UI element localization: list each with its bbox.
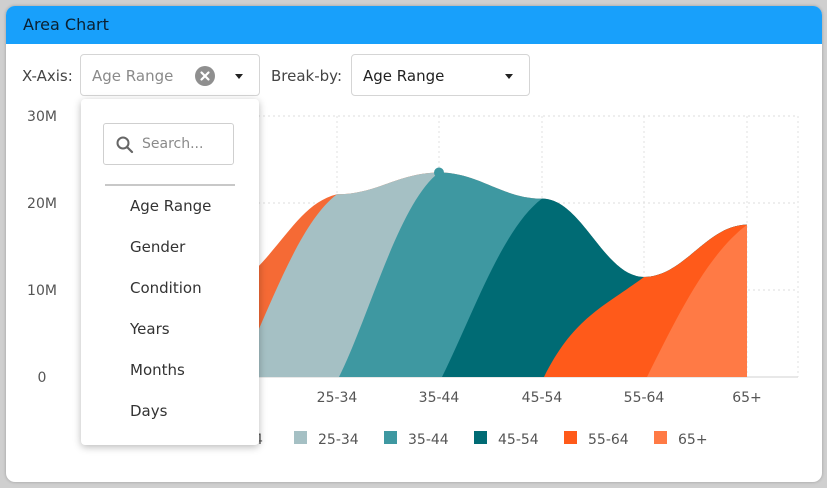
- breakby-select[interactable]: Age Range: [351, 54, 530, 96]
- xaxis-label: X-Axis:: [22, 67, 73, 85]
- clear-circle-icon[interactable]: [195, 66, 215, 86]
- data-point-35-44: [434, 167, 444, 178]
- breakby-label: Break-by:: [271, 67, 343, 85]
- legend-swatch: [564, 431, 577, 444]
- x-tick-label: 65+: [732, 390, 762, 406]
- legend-label: 65+: [678, 432, 708, 448]
- y-tick-label: 30M: [27, 109, 57, 125]
- search-icon: [116, 136, 134, 154]
- caret-down-icon[interactable]: [235, 74, 243, 79]
- legend-label: 25-34: [318, 432, 359, 448]
- dropdown-option-age-range[interactable]: Age Range: [130, 197, 212, 215]
- dropdown-option-days[interactable]: Days: [130, 402, 168, 420]
- legend-label: 45-54: [498, 432, 539, 448]
- chart-areas: [233, 167, 747, 377]
- xaxis-select-value: Age Range: [92, 67, 174, 85]
- dropdown-search-input[interactable]: [142, 134, 230, 154]
- y-tick-label: 0: [38, 370, 47, 386]
- xaxis-dropdown-menu: Age Range Gender Condition Years Months …: [81, 99, 259, 445]
- legend-swatch: [294, 431, 307, 444]
- dropdown-option-gender[interactable]: Gender: [130, 238, 186, 256]
- legend-label: 55-64: [588, 432, 629, 448]
- area-series-65+: [647, 224, 747, 377]
- x-tick-label: 45-54: [522, 390, 563, 406]
- legend-label: 35-44: [408, 432, 449, 448]
- legend-swatch: [654, 431, 667, 444]
- dropdown-search-box[interactable]: [103, 123, 234, 165]
- x-tick-label: 25-34: [317, 390, 358, 406]
- x-tick-label: 55-64: [624, 390, 665, 406]
- breakby-select-value: Age Range: [363, 67, 445, 85]
- caret-down-icon[interactable]: [505, 74, 513, 79]
- area-chart-panel: Area Chart X-Axis: Age Range Break-by: A…: [6, 6, 822, 482]
- x-tick-label: 35-44: [419, 390, 460, 406]
- panel-title: Area Chart: [6, 6, 822, 44]
- legend-swatch: [474, 431, 487, 444]
- y-tick-label: 10M: [27, 283, 57, 299]
- y-tick-label: 20M: [27, 196, 57, 212]
- dropdown-option-years[interactable]: Years: [130, 320, 170, 338]
- dropdown-divider: [105, 184, 235, 186]
- y-axis-ticks: 0 10M 20M 30M: [27, 109, 57, 386]
- dropdown-option-condition[interactable]: Condition: [130, 279, 202, 297]
- xaxis-select[interactable]: Age Range: [80, 54, 260, 96]
- dropdown-option-months[interactable]: Months: [130, 361, 185, 379]
- legend-swatch: [384, 431, 397, 444]
